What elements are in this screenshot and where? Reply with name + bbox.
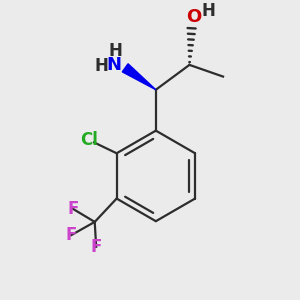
Text: O: O xyxy=(187,8,202,26)
Text: H: H xyxy=(109,42,122,60)
Polygon shape xyxy=(122,64,156,90)
Text: F: F xyxy=(67,200,79,218)
Text: H: H xyxy=(95,57,109,75)
Text: F: F xyxy=(66,226,77,244)
Text: H: H xyxy=(202,2,216,20)
Text: N: N xyxy=(106,56,122,74)
Text: F: F xyxy=(91,238,102,256)
Text: Cl: Cl xyxy=(80,131,98,149)
